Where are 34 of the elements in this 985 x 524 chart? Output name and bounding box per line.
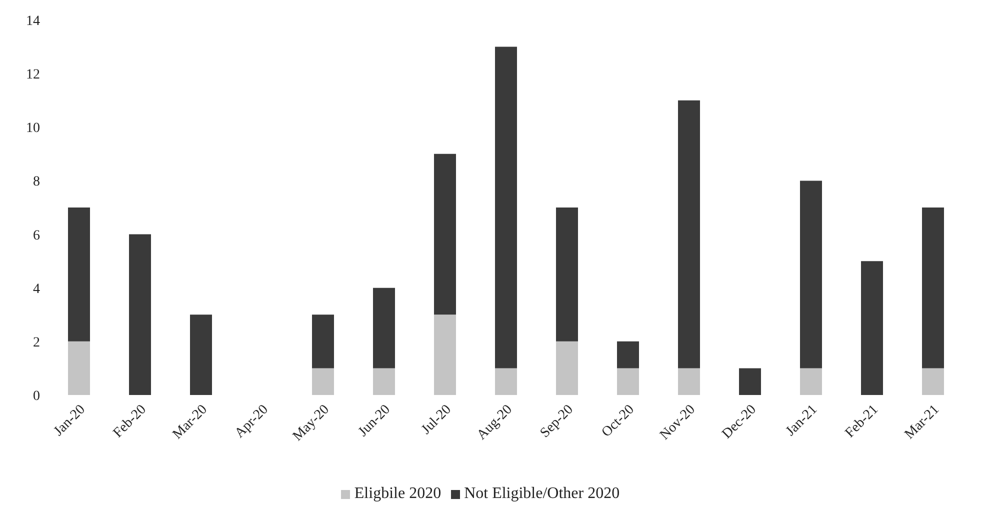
bar bbox=[312, 314, 334, 368]
bar bbox=[739, 368, 761, 395]
y-tick-label: 6 bbox=[33, 228, 40, 244]
bar bbox=[190, 314, 212, 395]
bar bbox=[678, 368, 700, 395]
y-tick-label: 8 bbox=[33, 174, 40, 190]
bar bbox=[129, 234, 151, 395]
bar bbox=[922, 368, 944, 395]
bar bbox=[556, 341, 578, 395]
y-tick-label: 2 bbox=[33, 335, 40, 350]
bar bbox=[861, 261, 883, 395]
y-tick-label: 12 bbox=[26, 68, 40, 83]
bar bbox=[312, 368, 334, 395]
bar bbox=[800, 180, 822, 368]
legend-label: Not Eligible/Other 2020 bbox=[464, 485, 620, 502]
y-tick-label: 4 bbox=[33, 282, 40, 297]
y-tick-label: 10 bbox=[26, 121, 40, 136]
bar bbox=[495, 46, 517, 368]
bar bbox=[678, 100, 700, 368]
bar bbox=[373, 288, 395, 368]
bar bbox=[617, 368, 639, 395]
bar bbox=[68, 208, 90, 342]
y-tick-label: 0 bbox=[33, 388, 40, 404]
bar bbox=[373, 368, 395, 395]
bar bbox=[495, 368, 517, 395]
bar bbox=[434, 314, 456, 395]
legend-label: Eligbile 2020 bbox=[354, 485, 442, 502]
y-tick-label: 14 bbox=[26, 14, 40, 29]
bar bbox=[556, 208, 578, 342]
bar bbox=[617, 341, 639, 368]
bar bbox=[434, 154, 456, 315]
bar bbox=[800, 368, 822, 395]
bar bbox=[922, 208, 944, 368]
bar bbox=[68, 341, 90, 395]
